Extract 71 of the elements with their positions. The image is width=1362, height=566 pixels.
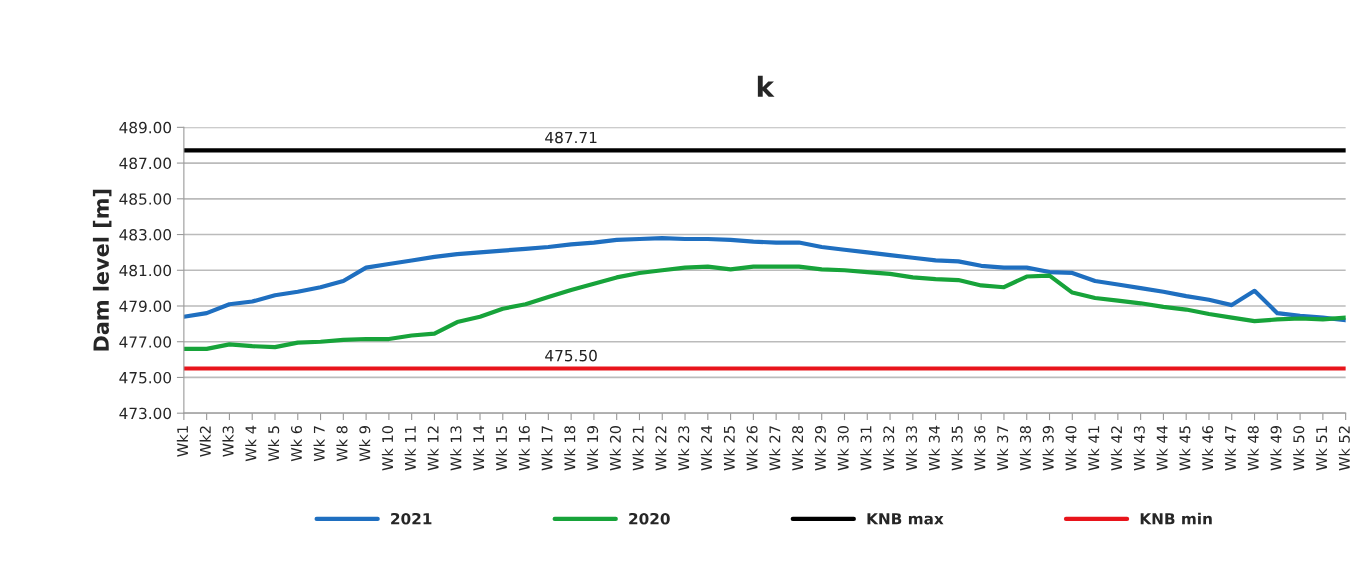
- x-tick-label: Wk 44: [1156, 425, 1168, 471]
- x-tick-label: Wk 47: [1224, 426, 1236, 471]
- y-tick-label: 489.00: [119, 121, 172, 134]
- x-tick-label: Wk 14: [472, 425, 485, 471]
- x-tick-label: Wk 46: [1201, 425, 1214, 471]
- y-axis-title: Dam level [m]: [92, 189, 112, 351]
- y-tick-label: 483.00: [119, 229, 172, 241]
- x-tick-label: Wk 27: [769, 426, 781, 471]
- x-tick-label: Wk1: [176, 426, 188, 457]
- x-tick-label: Wk 8: [336, 425, 348, 462]
- x-tick-label: Wk 20: [609, 425, 621, 471]
- line-series: [183, 264, 1346, 351]
- x-tick-label: Wk 7: [313, 426, 325, 462]
- legend-label: KNB min: [1140, 512, 1212, 525]
- x-tick-label: Wk 11: [404, 426, 416, 471]
- y-tick-label: 485.00: [119, 193, 172, 205]
- x-tick-label: Wk 24: [700, 425, 712, 471]
- x-tick-label: Wk 32: [883, 426, 895, 471]
- x-tick-label: Wk 21: [632, 426, 644, 471]
- x-tick-label: Wk 40: [1065, 425, 1077, 471]
- chart-title: k: [757, 75, 775, 97]
- x-tick-label: Wk2: [199, 426, 211, 457]
- x-tick-label: Wk 25: [723, 426, 735, 471]
- x-tick-label: Wk 28: [791, 425, 804, 471]
- x-tick-label: Wk 37: [996, 426, 1009, 471]
- x-tick-label: Wk 6: [290, 425, 302, 462]
- annotation: 487.71: [545, 131, 597, 144]
- x-tick-label: Wk 30: [837, 425, 849, 471]
- x-tick-label: Wk 42: [1110, 426, 1122, 471]
- x-tick-label: Wk 34: [928, 425, 940, 471]
- annotation: 475.50: [545, 349, 597, 362]
- x-tick-label: Wk 36: [974, 425, 986, 471]
- y-tick-label: 473.00: [119, 407, 172, 420]
- x-tick-label: Wk 22: [655, 426, 667, 471]
- x-tick-label: Wk 18: [564, 425, 576, 471]
- y-tick-label: 479.00: [119, 300, 172, 313]
- x-tick-label: Wk 33: [905, 426, 918, 471]
- x-tick-label: Wk 39: [1042, 426, 1054, 471]
- x-tick-label: Wk 5: [267, 426, 280, 462]
- y-tick-label: 477.00: [119, 336, 172, 348]
- x-tick-label: Wk 4: [245, 425, 257, 462]
- x-tick-label: Wk 17: [541, 426, 553, 471]
- x-tick-label: Wk 38: [1019, 425, 1031, 471]
- x-tick-label: Wk 48: [1247, 425, 1259, 471]
- y-tick-label: 475.00: [119, 371, 172, 384]
- x-tick-label: Wk 13: [450, 426, 462, 471]
- legend-label: KNB max: [867, 513, 944, 525]
- x-tick-label: Wk3: [222, 426, 234, 457]
- y-tick-label: 487.00: [119, 157, 172, 170]
- x-tick-label: Wk 9: [359, 426, 371, 462]
- x-tick-label: Wk 19: [586, 426, 599, 471]
- x-tick-label: Wk 52: [1338, 426, 1350, 471]
- x-tick-label: Wk 31: [860, 426, 872, 471]
- x-tick-label: Wk 26: [746, 425, 758, 471]
- x-tick-label: Wk 23: [677, 426, 690, 471]
- x-tick-label: Wk 29: [814, 426, 826, 471]
- x-tick-label: Wk 41: [1088, 426, 1100, 471]
- legend-label: 2021: [391, 512, 432, 525]
- x-tick-label: Wk 51: [1315, 426, 1328, 471]
- x-tick-label: Wk 16: [518, 425, 530, 471]
- line-series: [183, 236, 1346, 323]
- x-tick-label: Wk 12: [427, 426, 439, 471]
- y-tick-label: 481.00: [119, 264, 172, 277]
- x-tick-label: Wk 35: [951, 426, 963, 471]
- x-tick-label: Wk 43: [1133, 426, 1145, 471]
- x-tick-label: Wk 49: [1270, 426, 1282, 471]
- x-tick-label: Wk 10: [381, 425, 394, 471]
- x-tick-label: Wk 45: [1179, 426, 1191, 471]
- x-tick-label: Wk 50: [1293, 425, 1305, 471]
- x-tick-label: Wk 15: [495, 426, 508, 471]
- legend-label: 2020: [629, 512, 670, 525]
